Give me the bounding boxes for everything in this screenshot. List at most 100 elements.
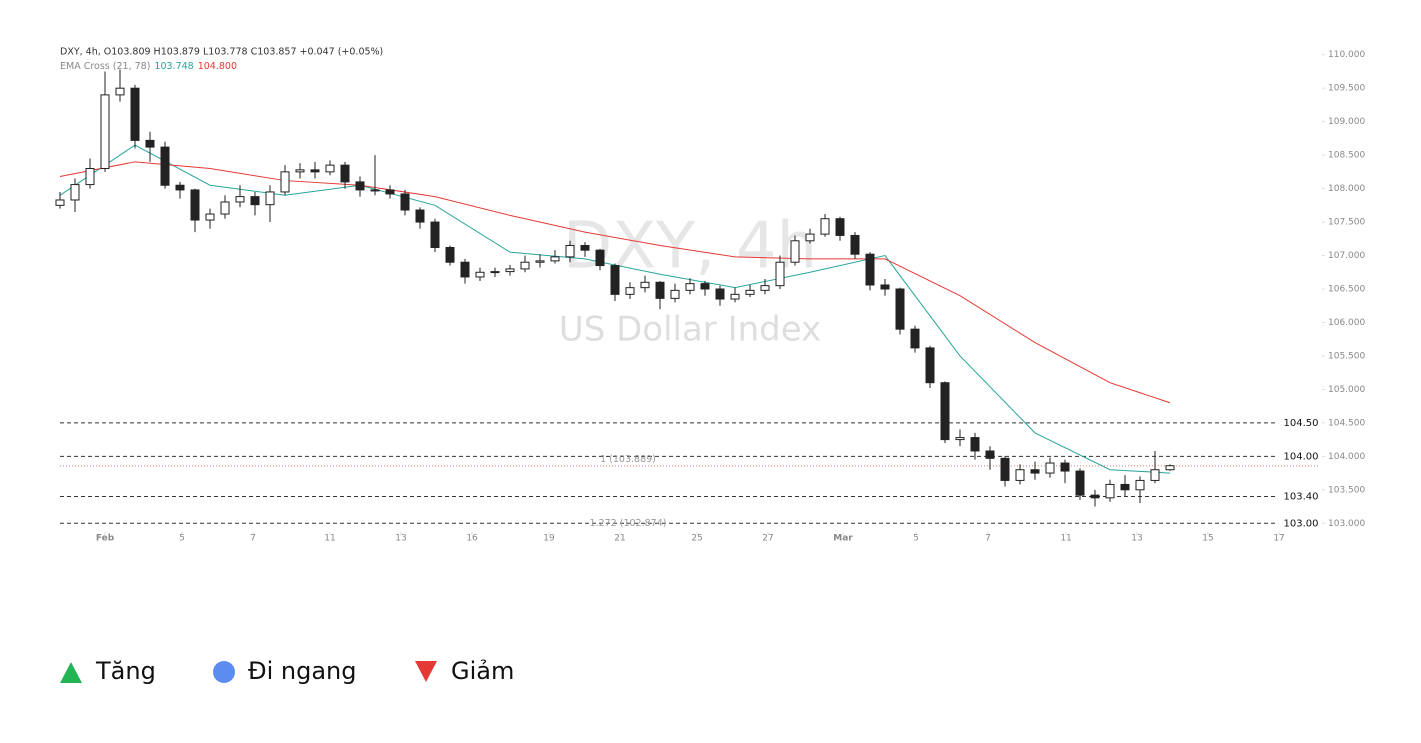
candle-body bbox=[880, 284, 890, 290]
level-label: 104.50 bbox=[1284, 418, 1319, 429]
candle-body bbox=[835, 218, 845, 236]
legend-icon bbox=[415, 661, 437, 682]
x-tick-label: 13 bbox=[1131, 534, 1142, 544]
candle-body bbox=[205, 213, 215, 221]
legend-icon bbox=[60, 662, 82, 683]
candle-body bbox=[355, 181, 365, 191]
candle-body bbox=[400, 193, 410, 211]
candle-body bbox=[685, 283, 695, 291]
candle-body bbox=[1105, 483, 1115, 499]
candle-body bbox=[445, 246, 455, 263]
candle-body bbox=[190, 189, 200, 221]
candle-body bbox=[745, 289, 755, 295]
candle-body bbox=[610, 265, 620, 295]
candle-body bbox=[535, 260, 545, 263]
x-tick-label: 27 bbox=[762, 534, 773, 544]
candle-body bbox=[370, 189, 380, 192]
candle-body bbox=[925, 347, 935, 384]
y-tick-label: 107.000 bbox=[1328, 251, 1365, 261]
candle-body bbox=[1075, 470, 1085, 496]
candle-body bbox=[595, 249, 605, 267]
watermark-subtitle: US Dollar Index bbox=[559, 310, 821, 350]
candle-body bbox=[325, 164, 335, 173]
level-box bbox=[1280, 448, 1322, 465]
level-box bbox=[1280, 488, 1322, 505]
x-tick-label: 19 bbox=[543, 534, 555, 544]
legend-icon bbox=[213, 661, 235, 683]
candle-body bbox=[700, 283, 710, 290]
y-tick-label: 103.000 bbox=[1328, 519, 1365, 529]
legend: Tăng Đi ngang Giảm bbox=[60, 657, 514, 685]
candle-body bbox=[430, 221, 440, 248]
level-label: 103.40 bbox=[1284, 491, 1319, 502]
candle-body bbox=[490, 271, 500, 274]
indicator-value: 104.800 bbox=[198, 61, 237, 72]
plot: 103.000 103.500 104.000 104.500 105.000 105.5… bbox=[55, 50, 1365, 544]
candle-body bbox=[100, 94, 110, 170]
candle-body bbox=[865, 253, 875, 286]
level-label: 104.00 bbox=[1284, 451, 1319, 462]
x-tick-label: 25 bbox=[691, 534, 702, 544]
candle-body bbox=[115, 87, 125, 96]
candle-body bbox=[565, 244, 575, 258]
candle-body bbox=[85, 168, 95, 186]
candle-body bbox=[280, 171, 290, 193]
y-tick-label: 104.000 bbox=[1328, 452, 1365, 462]
candle-body bbox=[145, 139, 155, 148]
candle-body bbox=[550, 256, 560, 262]
candle-body bbox=[625, 287, 635, 295]
candle-body bbox=[715, 288, 725, 300]
candle-body bbox=[235, 196, 245, 203]
x-tick-label: 16 bbox=[466, 534, 478, 544]
candle-body bbox=[1000, 457, 1010, 481]
y-tick-label: 109.000 bbox=[1328, 117, 1365, 127]
candle-body bbox=[415, 209, 425, 223]
legend-label: Tăng bbox=[95, 657, 156, 685]
candle-body bbox=[670, 289, 680, 299]
x-tick-label: 7 bbox=[985, 534, 991, 544]
candle-body bbox=[265, 191, 275, 206]
y-tick-label: 106.000 bbox=[1328, 318, 1365, 328]
candle-body bbox=[160, 146, 170, 186]
candle-body bbox=[175, 184, 185, 191]
candle-body bbox=[460, 261, 470, 278]
candle-body bbox=[220, 201, 230, 215]
y-tick-label: 105.000 bbox=[1328, 385, 1365, 395]
candle-body bbox=[310, 169, 320, 173]
candle-body bbox=[775, 261, 785, 287]
fib-label: 1.272 (102.874) bbox=[590, 518, 667, 529]
candle-body bbox=[760, 285, 770, 291]
y-tick-label: 108.000 bbox=[1328, 184, 1365, 194]
ema-line bbox=[59, 161, 1171, 404]
watermark: DXY, 4h bbox=[563, 210, 817, 284]
y-tick-label: 103.500 bbox=[1328, 485, 1365, 495]
y-tick-label: 107.500 bbox=[1328, 218, 1365, 228]
y-tick-label: 106.500 bbox=[1328, 284, 1365, 294]
x-tick-label: 11 bbox=[1060, 534, 1071, 544]
candle-body bbox=[505, 268, 515, 273]
candle-body bbox=[640, 281, 650, 289]
candle-body bbox=[730, 293, 740, 300]
candle-body bbox=[1030, 469, 1040, 474]
candle-body bbox=[790, 240, 800, 263]
candle-body bbox=[70, 184, 80, 201]
candle-body bbox=[1165, 465, 1175, 471]
candle-body bbox=[655, 281, 665, 299]
legend-label: Giảm bbox=[451, 657, 514, 685]
fib-label: 1 (103.889) bbox=[600, 454, 656, 465]
candle-body bbox=[1060, 462, 1070, 472]
y-tick-label: 110.000 bbox=[1328, 50, 1365, 60]
x-tick-label: 5 bbox=[913, 534, 919, 544]
candle-body bbox=[850, 234, 860, 255]
header: DXY, 4h, O103.809 H103.879 L103.778 C103… bbox=[60, 47, 383, 58]
x-tick-label: Mar bbox=[833, 534, 853, 544]
legend-label: Đi ngang bbox=[248, 657, 357, 685]
candle-body bbox=[805, 233, 815, 242]
candle-body bbox=[1135, 479, 1145, 491]
candle-body bbox=[475, 271, 485, 278]
candle-body bbox=[1090, 494, 1100, 499]
ema-line bbox=[59, 144, 1171, 474]
candle-body bbox=[970, 437, 980, 452]
indicator-value: 103.748 bbox=[154, 61, 193, 72]
